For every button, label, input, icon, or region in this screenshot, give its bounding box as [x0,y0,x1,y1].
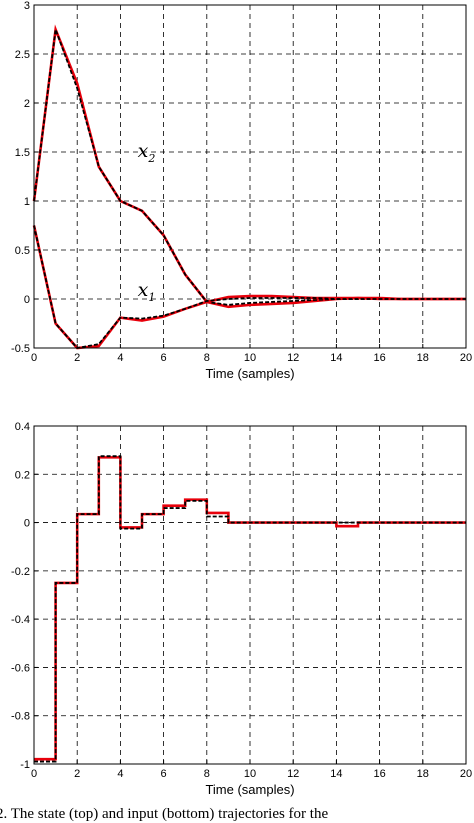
x-tick-label: 6 [161,768,167,780]
x-tick-label: 0 [31,352,37,364]
series-label-subscript: 1 [148,291,155,304]
x-axis-label: Time (samples) [205,366,294,381]
series-label-subscript: 2 [147,152,155,165]
x-tick-label: 10 [244,768,256,780]
x-tick-label: 4 [117,352,123,364]
x-tick-label: 2 [74,768,80,780]
x-tick-label: 0 [31,768,37,780]
y-tick-label: -1 [20,759,30,771]
x-tick-label: 16 [373,352,385,364]
x-axis-label: Time (samples) [205,782,294,797]
y-tick-label: -0.8 [11,711,30,723]
x-tick-label: 16 [373,768,385,780]
x-tick-label: 18 [417,768,429,780]
x-tick-label: 10 [244,352,256,364]
y-tick-label: 3 [24,0,30,12]
x-tick-label: 12 [287,768,299,780]
series-line-black [34,455,466,763]
input-chart: 0 2 4 6 8 10 12 14 16 18 20 -1 -0.8 -0.6 -0.4 -0.2 0 0.2 0… [11,421,472,797]
x-tick-label: 2 [74,352,80,364]
y-tick-label: -0.6 [11,662,30,674]
series-line-black [33,225,466,349]
y-tick-label: 0.2 [15,469,30,481]
x-tick-label: 6 [161,352,167,364]
y-tick-label: 0.5 [15,245,30,257]
y-tick-label: 1 [24,196,30,208]
y-tick-label: -0.4 [11,614,30,626]
y-tick-label: -0.5 [11,343,30,355]
x-tick-label: 4 [117,768,123,780]
x-tick-label: 20 [460,768,472,780]
y-tick-label: -0.2 [11,566,30,578]
y-tick-label: 2.5 [15,49,30,61]
x-tick-label: 14 [330,768,342,780]
y-tick-label: 0 [24,518,30,530]
x-tick-label: 8 [204,768,210,780]
y-tick-label: 0.4 [15,421,30,433]
y-tick-label: 2 [24,98,30,110]
y-tick-label: 1.5 [15,147,30,159]
x-tick-label: 8 [204,352,210,364]
x-tick-label: 18 [417,352,429,364]
figure-caption: 2. The state (top) and input (bottom) tr… [0,806,328,822]
y-tick-label: 0 [24,294,30,306]
x-tick-label: 20 [460,352,472,364]
x-tick-label: 12 [287,352,299,364]
x-tick-label: 14 [330,352,342,364]
